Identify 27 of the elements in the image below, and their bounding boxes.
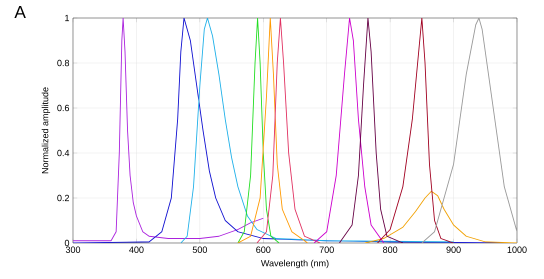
line-series: [314, 18, 384, 243]
x-tick-label: 800: [383, 246, 398, 253]
x-tick-label: 1000: [508, 246, 527, 253]
y-tick-label: 0.4: [57, 150, 70, 156]
x-tick-label: 300: [66, 246, 80, 253]
line-series: [237, 18, 308, 243]
x-tick-label: 500: [192, 246, 208, 253]
y-tick-label: 0.2: [57, 194, 70, 202]
line-series: [421, 18, 517, 243]
line-series: [237, 18, 280, 243]
x-tick-label: 600: [256, 246, 270, 253]
chart-title: A: [14, 6, 26, 18]
x-tick-label: 900: [446, 246, 461, 253]
y-tick-label: 0.6: [57, 104, 70, 112]
x-tick-label: 400: [129, 246, 144, 253]
line-series: [256, 18, 321, 243]
y-tick-label: 1: [65, 14, 70, 22]
y-axis-title: Normalized amplitude: [42, 87, 50, 174]
line-series: [377, 18, 454, 243]
y-tick-label: 0: [64, 240, 70, 246]
line-series: [338, 18, 404, 243]
y-tick-label: 0.8: [57, 60, 70, 66]
x-axis-title: Wavelength (nm): [260, 260, 329, 268]
line-series: [180, 18, 454, 243]
x-tick-label: 700: [320, 246, 334, 253]
line-series: [73, 18, 264, 242]
line-series: [364, 190, 517, 243]
